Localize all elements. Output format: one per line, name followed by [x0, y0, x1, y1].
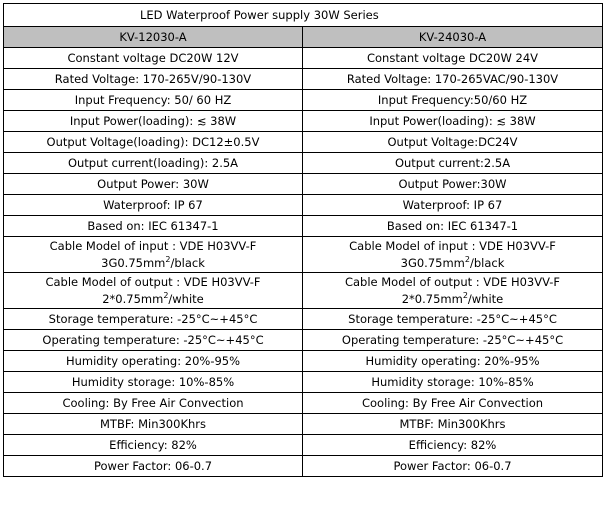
model-header-24v: KV-24030-A: [302, 26, 603, 48]
cable-output-line1: Cable Model of output : VDE H03VV-F: [45, 274, 261, 289]
spec-cell-24v: Humidity storage: 10%-85%: [302, 371, 603, 393]
cable-input-cell-12v: Cable Model of input : VDE H03VV-F 3G0.7…: [3, 236, 303, 273]
spec-cell-12v: MTBF: Min300Khrs: [3, 413, 303, 435]
spec-cell-12v: Input Frequency: 50/ 60 HZ: [3, 89, 303, 111]
table-row-cable-input: Cable Model of input : VDE H03VV-F 3G0.7…: [3, 236, 603, 273]
cable-output-cell-12v: Cable Model of output : VDE H03VV-F 2*0.…: [3, 272, 303, 309]
table-row: Rated Voltage: 170-265V/90-130V Rated Vo…: [3, 68, 603, 90]
spec-cell-24v: Output Power:30W: [302, 173, 603, 195]
spec-cell-12v: Output Voltage(loading): DC12±0.5V: [3, 131, 303, 153]
table-row: Input Frequency: 50/ 60 HZ Input Frequen…: [3, 89, 603, 111]
table-row: Cooling: By Free Air Convection Cooling:…: [3, 392, 603, 414]
spec-cell-24v: Input Power(loading): ≲ 38W: [302, 110, 603, 132]
table-title: LED Waterproof Power supply 30W Series: [3, 3, 603, 27]
table-row: Based on: IEC 61347-1 Based on: IEC 6134…: [3, 215, 603, 237]
spec-cell-12v: Cooling: By Free Air Convection: [3, 392, 303, 414]
spec-cell-24v: Cooling: By Free Air Convection: [302, 392, 603, 414]
spec-cell-24v: Power Factor: 06-0.7: [302, 455, 603, 477]
table-row: Humidity storage: 10%-85% Humidity stora…: [3, 371, 603, 393]
spec-cell-12v: Humidity operating: 20%-95%: [3, 350, 303, 372]
cable-input-line1: Cable Model of input : VDE H03VV-F: [349, 238, 556, 253]
model-header-row: KV-12030-A KV-24030-A: [3, 26, 603, 48]
table-row: Storage temperature: -25°C~+45°C Storage…: [3, 308, 603, 330]
cable-output-line1: Cable Model of output : VDE H03VV-F: [344, 274, 561, 289]
spec-cell-24v: Operating temperature: -25°C~+45°C: [302, 329, 603, 351]
table-row: Waterproof: IP 67 Waterproof: IP 67: [3, 194, 603, 216]
table-row: Efficiency: 82% Efficiency: 82%: [3, 434, 603, 456]
spec-cell-12v: Rated Voltage: 170-265V/90-130V: [3, 68, 303, 90]
spec-cell-12v: Based on: IEC 61347-1: [3, 215, 303, 237]
spec-cell-12v: Power Factor: 06-0.7: [3, 455, 303, 477]
table-row: Constant voltage DC20W 12V Constant volt…: [3, 47, 603, 69]
spec-cell-12v: Operating temperature: -25°C~+45°C: [3, 329, 303, 351]
cable-input-line2: 3G0.75mm2/black: [101, 254, 205, 270]
table-row: Power Factor: 06-0.7 Power Factor: 06-0.…: [3, 455, 603, 477]
table-row: Output Voltage(loading): DC12±0.5V Outpu…: [3, 131, 603, 153]
table-row: Output Power: 30W Output Power:30W: [3, 173, 603, 195]
spec-cell-24v: Output Voltage:DC24V: [302, 131, 603, 153]
cable-output-line2: 2*0.75mm2/white: [401, 290, 504, 306]
table-row: Input Power(loading): ≲ 38W Input Power(…: [3, 110, 603, 132]
spec-cell-12v: Waterproof: IP 67: [3, 194, 303, 216]
spec-cell-12v: Efficiency: 82%: [3, 434, 303, 456]
spec-cell-12v: Constant voltage DC20W 12V: [3, 47, 303, 69]
table-row: Humidity operating: 20%-95% Humidity ope…: [3, 350, 603, 372]
spec-cell-24v: Storage temperature: -25°C~+45°C: [302, 308, 603, 330]
spec-cell-12v: Output Power: 30W: [3, 173, 303, 195]
spec-table: LED Waterproof Power supply 30W Series K…: [3, 3, 603, 477]
cable-input-line2: 3G0.75mm2/black: [400, 254, 505, 270]
table-row-cable-output: Cable Model of output : VDE H03VV-F 2*0.…: [3, 272, 603, 309]
title-row: LED Waterproof Power supply 30W Series: [3, 3, 603, 27]
spec-cell-24v: Humidity operating: 20%-95%: [302, 350, 603, 372]
cable-input-line1: Cable Model of input : VDE H03VV-F: [49, 238, 257, 253]
spec-cell-24v: Output current:2.5A: [302, 152, 603, 174]
spec-cell-12v: Output current(loading): 2.5A: [3, 152, 303, 174]
cable-output-cell-24v: Cable Model of output : VDE H03VV-F 2*0.…: [302, 272, 603, 309]
spec-cell-12v: Humidity storage: 10%-85%: [3, 371, 303, 393]
model-header-12v: KV-12030-A: [3, 26, 303, 48]
spec-cell-12v: Input Power(loading): ≲ 38W: [3, 110, 303, 132]
table-row: Output current(loading): 2.5A Output cur…: [3, 152, 603, 174]
spec-cell-24v: Efficiency: 82%: [302, 434, 603, 456]
spec-cell-24v: Waterproof: IP 67: [302, 194, 603, 216]
table-row: MTBF: Min300Khrs MTBF: Min300Khrs: [3, 413, 603, 435]
spec-cell-24v: Input Frequency:50/60 HZ: [302, 89, 603, 111]
spec-cell-12v: Storage temperature: -25°C~+45°C: [3, 308, 303, 330]
spec-cell-24v: Constant voltage DC20W 24V: [302, 47, 603, 69]
spec-cell-24v: Rated Voltage: 170-265VAC/90-130V: [302, 68, 603, 90]
spec-cell-24v: MTBF: Min300Khrs: [302, 413, 603, 435]
table-row: Operating temperature: -25°C~+45°C Opera…: [3, 329, 603, 351]
cable-output-line2: 2*0.75mm2/white: [102, 290, 204, 306]
cable-input-cell-24v: Cable Model of input : VDE H03VV-F 3G0.7…: [302, 236, 603, 273]
spec-cell-24v: Based on: IEC 61347-1: [302, 215, 603, 237]
